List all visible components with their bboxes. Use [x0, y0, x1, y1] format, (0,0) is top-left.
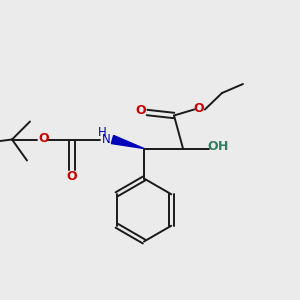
Text: O: O: [67, 169, 77, 183]
Text: H: H: [98, 126, 107, 140]
Text: O: O: [194, 101, 204, 115]
Text: N: N: [102, 133, 111, 146]
Text: O: O: [135, 104, 146, 118]
Text: O: O: [208, 140, 218, 154]
Text: H: H: [218, 140, 229, 154]
Text: O: O: [38, 131, 49, 145]
Polygon shape: [111, 136, 144, 148]
